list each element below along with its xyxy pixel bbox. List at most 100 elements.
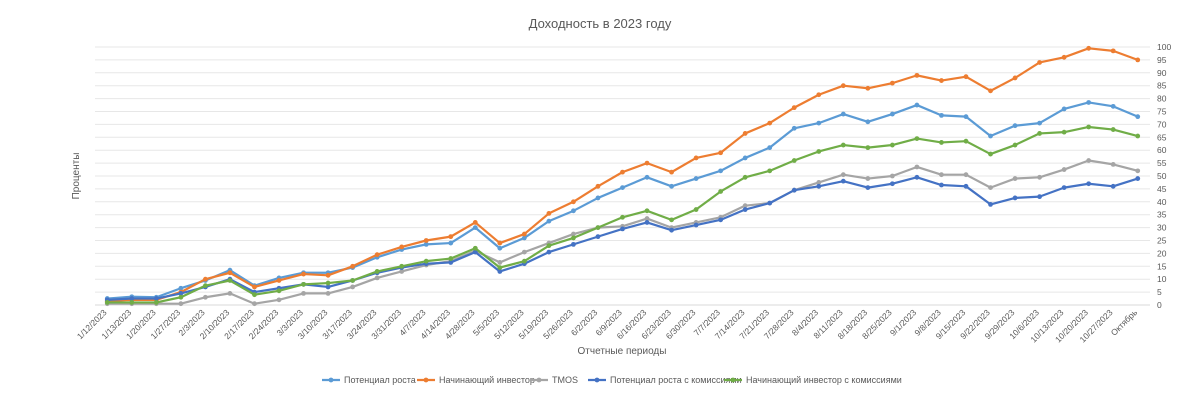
y-tick-label: 70 [1157,119,1167,129]
data-point [742,207,748,212]
data-point [203,294,208,300]
series-2 [104,45,1141,304]
data-point [963,114,969,120]
y-axis-ticks: 0 5 10 15 20 25 30 35 40 45 50 55 60 65 70 75 80 85 90 95 10… [1157,42,1171,310]
data-point [914,164,920,170]
data-point [865,185,871,191]
data-point [153,296,159,301]
data-point [252,301,257,307]
data-point [1012,123,1018,129]
data-point [939,172,944,178]
data-point [546,218,552,224]
legend-label: Начинающий инвестор [439,375,535,385]
data-point [914,72,920,78]
data-point [276,288,282,294]
data-point [571,241,576,247]
data-point [988,185,993,191]
series-5 [104,124,1141,305]
data-point [595,234,601,240]
data-point [693,222,699,228]
data-point [840,142,846,148]
data-point [767,120,773,126]
legend-item: Начинающий инвестор с комиссиями [724,375,902,385]
data-point [644,208,650,214]
data-point [1012,75,1018,81]
data-point [203,283,208,289]
data-point [1061,129,1067,135]
data-point [742,203,748,209]
legend-marker [594,377,600,383]
y-tick-label: 50 [1157,171,1167,181]
legend-item: Начинающий инвестор [417,375,535,385]
legend-marker [536,377,542,383]
y-tick-label: 0 [1157,300,1162,310]
data-point [423,241,429,247]
data-point [178,290,184,296]
data-point [325,290,331,296]
data-point [448,256,454,261]
data-point [889,142,895,148]
data-point [546,249,552,255]
data-point [301,290,306,296]
series-4 [104,174,1141,303]
data-point [1086,158,1092,163]
data-point [301,271,306,277]
data-point [497,265,503,270]
data-point [571,208,576,214]
data-point [988,151,993,157]
data-point [988,88,993,94]
data-point [325,280,331,286]
y-tick-label: 60 [1157,145,1167,155]
data-point [276,278,282,283]
data-point [963,74,969,80]
legend-item: Потенциал роста [322,375,416,385]
data-point [644,174,650,180]
data-point [1061,185,1067,191]
data-point [865,145,871,151]
data-point [963,138,969,144]
data-point [840,172,846,178]
data-point [595,183,601,189]
data-point [276,297,282,303]
data-point [1012,176,1018,181]
data-point [423,258,429,264]
data-point [325,272,331,278]
data-point [521,249,527,255]
data-point [718,150,724,156]
data-point [472,220,478,225]
y-tick-label: 30 [1157,223,1167,233]
data-point [767,145,773,151]
data-point [1135,176,1141,181]
data-point [399,244,405,250]
data-point [840,111,846,117]
y-tick-label: 15 [1157,261,1167,271]
legend-marker [730,377,736,383]
data-point [914,102,920,108]
y-tick-label: 80 [1157,94,1167,104]
data-point [178,285,184,291]
data-point [350,263,356,269]
x-axis-label: Отчетные периоды [578,346,667,357]
series-group [104,45,1141,307]
gridlines [95,46,1150,293]
data-point [939,182,944,188]
data-point [497,245,503,251]
legend-item: TMOS [530,375,578,385]
data-point [816,92,822,98]
legend-marker [328,377,334,383]
data-point [497,260,503,265]
data-point [669,183,674,189]
data-point [1135,168,1141,174]
data-point [963,172,969,178]
data-point [620,226,625,232]
data-point [1086,181,1092,187]
data-point [252,284,257,290]
data-point [595,195,601,201]
data-point [889,173,895,179]
data-point [620,169,625,175]
data-point [1135,114,1141,120]
data-point [791,187,797,193]
data-point [227,290,233,296]
data-point [1037,60,1042,65]
legend-label: TMOS [552,375,578,385]
